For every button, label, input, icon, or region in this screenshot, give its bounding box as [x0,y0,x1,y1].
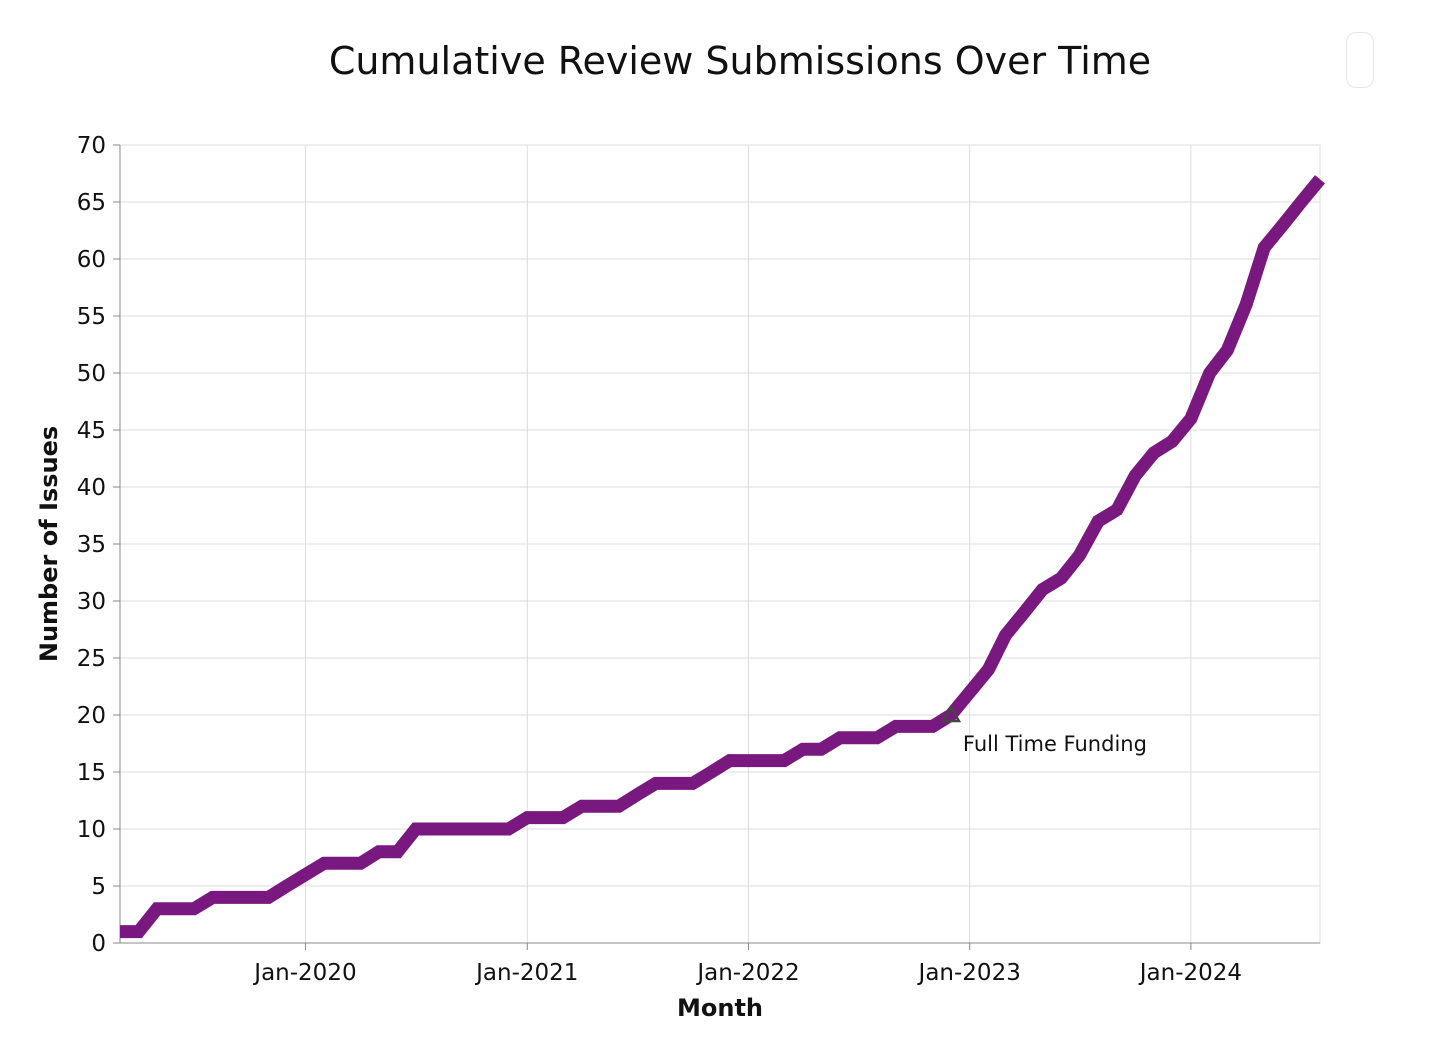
y-axis-title: Number of Issues [35,426,63,662]
x-tick-label: Jan-2020 [252,960,356,986]
annotation-layer: Full Time Funding [940,704,1147,756]
annotation-label: Full Time Funding [963,732,1147,756]
y-tick-label: 35 [77,532,106,558]
y-tick-label: 60 [77,247,106,273]
y-tick-label: 25 [77,646,106,672]
series-line [120,175,1326,939]
y-tick-label: 50 [77,361,106,387]
series-layer [120,175,1326,939]
chart-actions-menu-button[interactable] [1346,32,1374,88]
y-tick-label: 5 [91,874,106,900]
y-tick-label: 10 [77,817,106,843]
y-tick-label: 30 [77,589,106,615]
x-tick-label: Jan-2022 [695,960,799,986]
y-tick-label: 20 [77,703,106,729]
y-tick-label: 40 [77,475,106,501]
y-tick-label: 15 [77,760,106,786]
y-tick-label: 65 [77,190,106,216]
x-axis-title: Month [677,994,763,1022]
x-tick-label: Jan-2021 [474,960,578,986]
y-tick-label: 70 [77,133,106,159]
y-axis-ticks: 0 5 10 15 20 25 30 35 40 45 50 55 60 65 70 [77,133,120,957]
y-tick-label: 45 [77,418,106,444]
x-tick-label: Jan-2023 [917,960,1021,986]
chart-title: Cumulative Review Submissions Over Time [329,39,1151,83]
y-tick-label: 0 [91,931,106,957]
x-axis-ticks: Jan-2020 Jan-2021 Jan-2022 Jan-2023 Jan-2024 [252,943,1242,986]
annotation-marker-triangle [940,704,962,723]
x-tick-label: Jan-2024 [1138,960,1242,986]
y-tick-label: 55 [77,304,106,330]
grid [120,144,1320,944]
